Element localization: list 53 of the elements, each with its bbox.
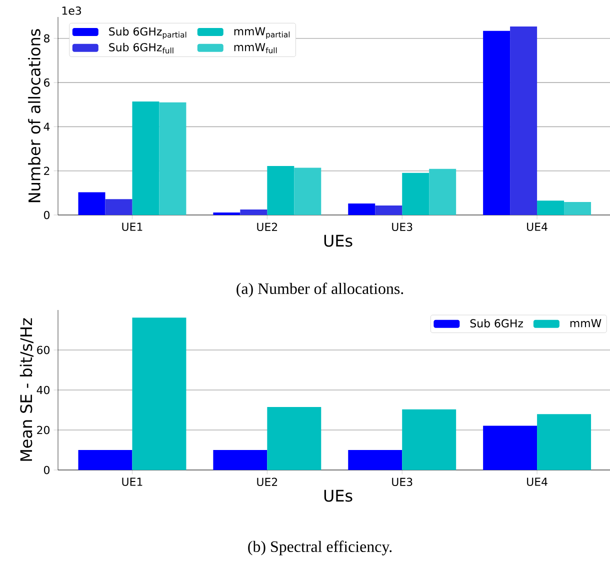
bar — [402, 409, 456, 470]
bar — [78, 450, 132, 470]
bar — [483, 426, 538, 470]
legend-label: mmW — [570, 319, 602, 328]
x-axis-title: UEs — [324, 490, 352, 502]
x-tick-label: UE2 — [257, 222, 278, 232]
legend-label: mmW$_{full}$ — [234, 43, 277, 54]
x-tick-label: UE2 — [257, 478, 278, 486]
bar — [159, 102, 186, 215]
text: 1e3 — [62, 6, 82, 15]
x-tick-label: UE4 — [527, 478, 548, 486]
bar — [132, 102, 160, 215]
bar — [267, 406, 322, 470]
bar — [483, 30, 510, 215]
bar — [429, 168, 456, 215]
text: (b) Spectral efficiency. — [248, 540, 392, 556]
y-tick-label: 40 — [36, 386, 50, 394]
bar — [375, 205, 402, 215]
bar — [510, 26, 538, 215]
x-tick-label: UE3 — [392, 478, 412, 486]
y-tick-label: 0 — [44, 210, 50, 220]
bar — [564, 202, 592, 215]
x-tick-label: UE3 — [392, 222, 412, 232]
y-tick-label: 2 — [44, 166, 50, 175]
bar — [267, 166, 294, 215]
bar — [537, 200, 564, 215]
y-tick-label: 4 — [44, 122, 50, 131]
y-tick-label: 8 — [44, 34, 50, 43]
y-tick-label: 0 — [44, 466, 50, 474]
y-axis-title: Number of allocations — [28, 29, 40, 202]
x-tick-label: UE4 — [527, 222, 548, 231]
bar — [348, 450, 402, 470]
legend-label: Sub 6GHz — [470, 318, 523, 328]
legend-label: mmW$_{partial}$ — [234, 27, 290, 39]
y-tick-label: 20 — [37, 426, 50, 434]
bar — [240, 209, 268, 215]
x-tick-label: UE1 — [122, 222, 142, 231]
legend-label: Sub 6GHz$_{partial}$ — [109, 27, 186, 40]
y-tick-label: 60 — [37, 346, 50, 354]
bar — [213, 450, 268, 470]
bar — [105, 199, 132, 215]
text: (a) Number of allocations. — [236, 282, 404, 298]
bar — [132, 318, 186, 470]
bar — [348, 204, 376, 215]
x-tick-label: UE1 — [122, 478, 142, 486]
y-tick-label: 6 — [44, 78, 50, 87]
bar — [537, 414, 592, 470]
legend-label: Sub 6GHz$_{full}$ — [109, 42, 174, 54]
bar — [402, 172, 430, 215]
bar — [78, 192, 106, 215]
x-axis-title: UEs — [324, 234, 352, 247]
y-axis-title: Mean SE - bit/s/Hz — [20, 318, 34, 461]
bar — [294, 168, 322, 215]
